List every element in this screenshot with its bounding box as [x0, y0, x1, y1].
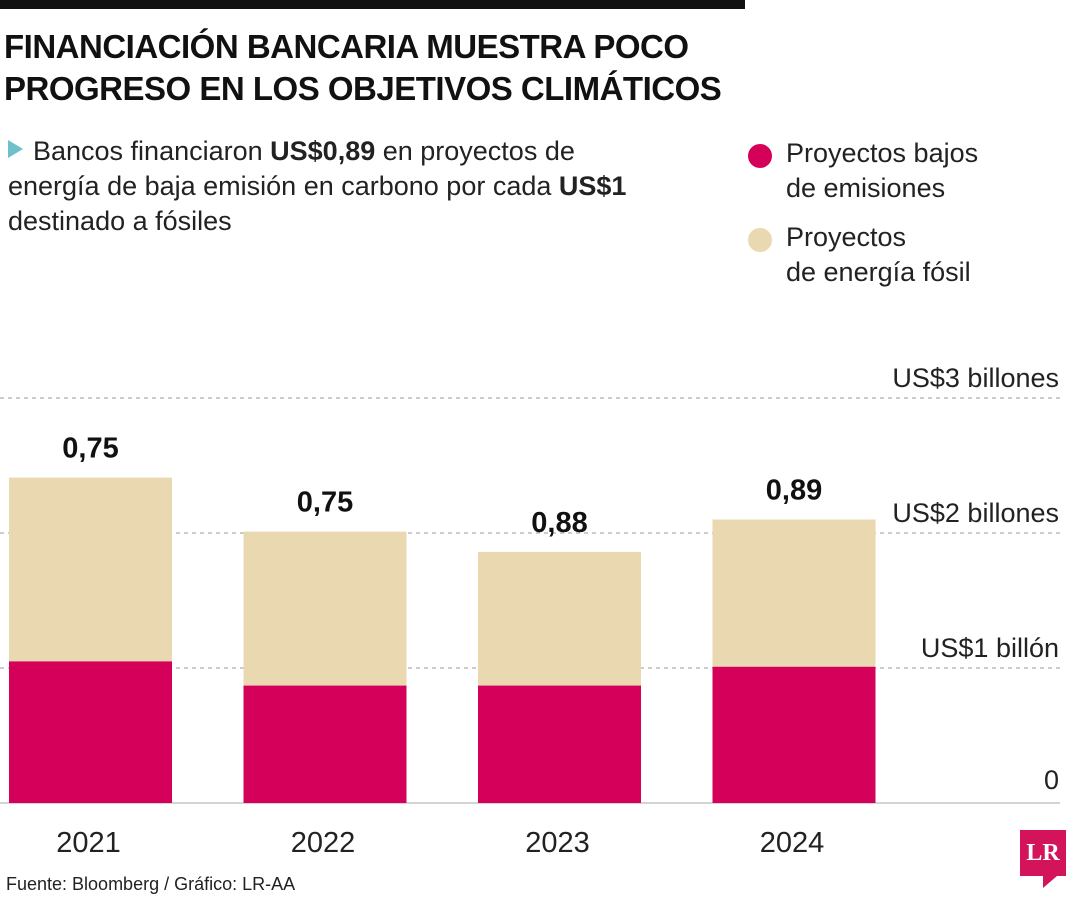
x-tick-label-2023: 2023: [525, 827, 590, 859]
y-tick-label-1: US$1 billón: [921, 633, 1059, 663]
chart-subtitle: Bancos financiaron US$0,89 en proyectos …: [8, 134, 658, 239]
bar-2023-low-emission: [478, 685, 641, 803]
lr-logo: LR: [1020, 830, 1066, 876]
data-label-2022: 0,75: [297, 487, 353, 519]
y-tick-label-3: US$3 billones: [892, 363, 1059, 393]
bar-2021-low-emission: [9, 661, 172, 803]
data-label-2023: 0,88: [531, 507, 587, 539]
legend-dot-fossil: [748, 228, 772, 252]
legend-item-low-emission: Proyectos bajos de emisiones: [748, 136, 1078, 206]
subtitle-part-1: Bancos financiaron: [33, 136, 271, 166]
x-tick-label-2022: 2022: [291, 827, 356, 859]
top-rule: [0, 0, 745, 9]
y-tick-label-0: 0: [1044, 765, 1059, 795]
source-note: Fuente: Bloomberg / Gráfico: LR-AA: [6, 874, 296, 894]
subtitle-part-2: en proyectos de energía de baja emisión …: [8, 136, 575, 201]
lr-logo-tail: [1043, 876, 1057, 888]
bar-2022-low-emission: [243, 685, 407, 803]
bar-chart: 0 US$1 billón US$2 billones US$3 billones 0,…: [0, 363, 1060, 859]
bar-2024-low-emission: [712, 666, 876, 803]
subtitle-part-3: destinado a fósiles: [8, 206, 232, 236]
legend-item-fossil: Proyectos de energía fósil: [748, 220, 1078, 290]
bar-2024-fossil: [712, 519, 876, 667]
play-arrow-icon: [8, 140, 23, 158]
bar-2022-fossil: [243, 531, 407, 686]
data-label-2021: 0,75: [62, 433, 118, 465]
legend-label-fossil: Proyectos de energía fósil: [786, 222, 971, 287]
bar-2023-fossil: [478, 551, 641, 686]
y-tick-label-2: US$2 billones: [892, 498, 1059, 528]
legend-label-low-emission: Proyectos bajos de emisiones: [786, 138, 979, 203]
legend-dot-low-emission: [748, 144, 772, 168]
chart-legend: Proyectos bajos de emisiones Proyectos d…: [748, 136, 1078, 304]
x-tick-label-2021: 2021: [56, 827, 121, 859]
subtitle-bold-amount: US$0,89: [270, 136, 376, 166]
chart-title: FINANCIACIÓN BANCARIA MUESTRA POCO PROGR…: [4, 28, 722, 107]
bar-2021-fossil: [9, 477, 172, 662]
data-label-2024: 0,89: [766, 475, 822, 507]
x-tick-label-2024: 2024: [760, 827, 825, 859]
subtitle-bold-unit: US$1: [558, 171, 627, 201]
